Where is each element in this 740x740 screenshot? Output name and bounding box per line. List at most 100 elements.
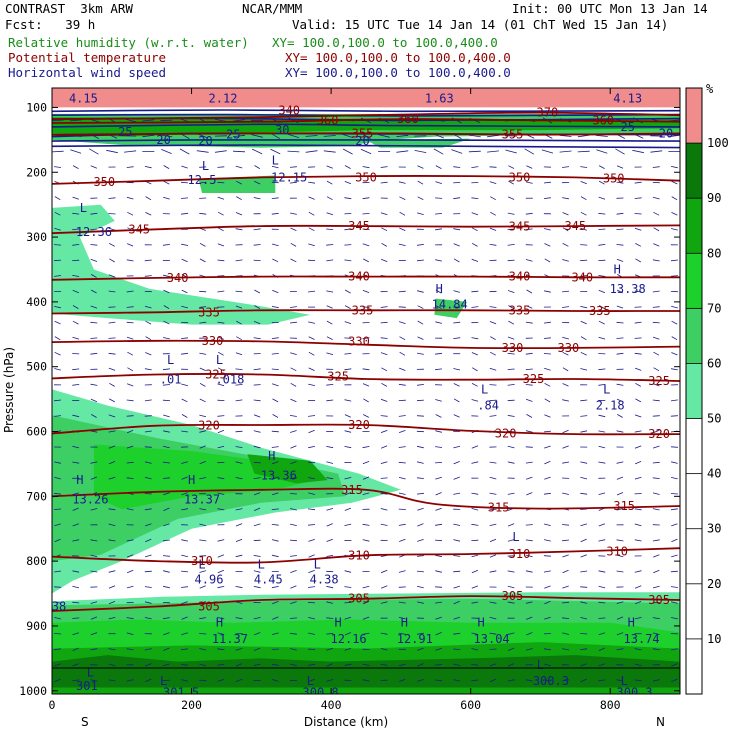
- wind-vector-396: [254, 289, 261, 294]
- wind-vector-231: [435, 213, 443, 215]
- wind-vector-1282: [453, 679, 461, 682]
- wind-vector-812: [181, 476, 188, 480]
- wind-vector-691: [526, 414, 533, 418]
- wind-vector-689: [489, 415, 497, 417]
- wind-vector-959: [308, 539, 315, 542]
- wind-vector-1004: [489, 554, 497, 558]
- wind-vector-440: [417, 305, 424, 309]
- wind-vector-1116: [616, 601, 624, 604]
- wind-vector-802: [634, 461, 642, 465]
- wind-vector-1288: [562, 679, 570, 682]
- wind-vector-714: [308, 429, 315, 434]
- wind-vector-861: [435, 492, 442, 496]
- wind-vector-871: [616, 492, 624, 496]
- wind-vector-1071: [435, 586, 443, 588]
- wind-vector-808: [108, 476, 116, 480]
- wind-vector-860: [416, 492, 424, 495]
- wind-vector-874: [670, 493, 678, 495]
- wind-vector-118: [289, 166, 297, 168]
- wind-vector-213: [108, 213, 116, 215]
- wind-vector-666: [72, 414, 80, 418]
- wind-vector-179: [126, 196, 134, 200]
- wind-vector-74: [124, 150, 137, 153]
- wind-vector-529: [127, 351, 134, 356]
- wind-vector-192: [362, 197, 370, 200]
- wind-vector-908: [652, 508, 660, 511]
- wind-vector-967: [453, 539, 461, 542]
- wind-vector-502: [271, 337, 279, 339]
- wind-vector-1152: [634, 617, 642, 620]
- wind-vector-198: [471, 197, 479, 199]
- contour-label-18: 330: [502, 341, 524, 355]
- wind-vector-445: [508, 305, 515, 309]
- wind-vector-758: [471, 445, 479, 449]
- wind-vector-553: [562, 351, 569, 356]
- wind-vector-473: [380, 321, 388, 324]
- wind-vector-858: [380, 492, 388, 495]
- wind-vector-620: [507, 384, 515, 386]
- wind-vector-947: [90, 539, 98, 542]
- wind-vector-1107: [453, 600, 460, 605]
- wind-vector-1239: [308, 663, 316, 666]
- wind-vector-895: [417, 507, 424, 511]
- wind-vector-1155: [54, 633, 62, 635]
- wind-vector-619: [489, 384, 497, 386]
- colorbar-tick-label-60: 60: [707, 356, 721, 370]
- wind-vector-606: [253, 384, 261, 386]
- wind-vector-738: [108, 445, 116, 449]
- contour-label-79: 13.26: [72, 493, 108, 507]
- wind-vector-920: [235, 523, 243, 527]
- wind-vector-166: [525, 181, 533, 184]
- wind-vector-202: [543, 197, 551, 199]
- wind-vector-1242: [362, 663, 370, 666]
- wind-vector-513: [471, 337, 479, 340]
- wind-vector-488: [652, 321, 660, 324]
- wind-vector-1026: [253, 570, 261, 573]
- wind-vector-732: [634, 430, 642, 433]
- wind-vector-751: [344, 446, 352, 449]
- wind-vector-1129: [217, 617, 225, 620]
- wind-vector-195: [417, 196, 424, 200]
- wind-vector-1201: [253, 647, 261, 651]
- wind-vector-609: [308, 383, 315, 386]
- wind-vector-468: [289, 321, 297, 324]
- wind-vector-106: [72, 165, 79, 169]
- wind-vector-1003: [471, 554, 479, 558]
- wind-vector-86: [342, 148, 353, 155]
- wind-vector-288: [199, 242, 206, 247]
- wind-vector-348: [652, 259, 660, 262]
- wind-vector-610: [326, 384, 334, 386]
- wind-vector-508: [380, 337, 388, 339]
- wind-vector-847: [181, 492, 188, 496]
- wind-vector-798: [562, 461, 570, 464]
- wind-vector-670: [144, 415, 152, 417]
- wind-vector-292: [271, 243, 279, 247]
- wind-vector-1053: [108, 585, 116, 589]
- wind-vector-976: [616, 539, 624, 542]
- wind-vector-1115: [598, 601, 606, 604]
- wind-vector-1215: [507, 647, 515, 651]
- wind-vector-986: [162, 555, 170, 557]
- wind-vector-559: [671, 352, 678, 356]
- wind-vector-1287: [543, 679, 551, 682]
- wind-vector-1110: [507, 601, 515, 604]
- x-tick-label-200: 200: [181, 698, 202, 712]
- wind-vector-71: [70, 149, 82, 154]
- wind-vector-380: [598, 275, 606, 277]
- contour-label-97: H: [628, 616, 635, 630]
- wind-vector-404: [398, 290, 406, 293]
- wind-vector-687: [453, 414, 460, 418]
- wind-vector-495: [145, 336, 152, 341]
- wind-vector-545: [417, 352, 424, 355]
- wind-vector-668: [108, 414, 116, 418]
- wind-vector-790: [417, 461, 424, 464]
- wind-vector-1106: [435, 601, 443, 604]
- wind-vector-1018: [108, 570, 116, 573]
- wind-vector-1131: [253, 617, 261, 620]
- colorbar-tick-label-90: 90: [707, 191, 721, 205]
- contour-label-2: 350: [509, 170, 531, 184]
- contour-label-38: 305: [648, 593, 670, 607]
- wind-vector-215: [145, 212, 152, 216]
- rh-region-70-8: [93, 444, 325, 510]
- wind-vector-41: [160, 134, 173, 138]
